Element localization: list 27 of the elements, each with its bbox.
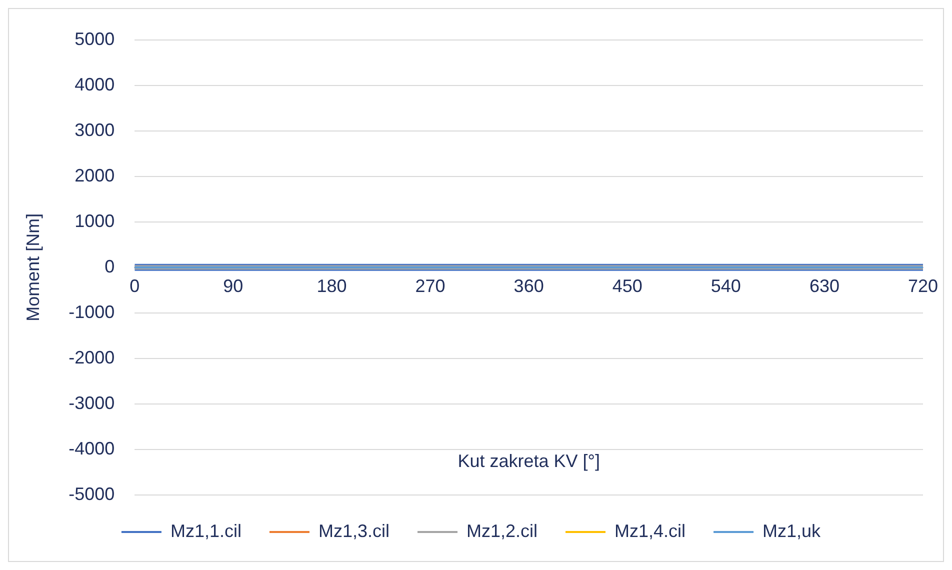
legend-label: Mz1,2.cil xyxy=(466,520,538,541)
y-tick-label: -1000 xyxy=(68,302,115,322)
y-axis-title: Moment [Nm] xyxy=(22,213,43,322)
y-tick-label: 1000 xyxy=(74,210,115,231)
y-tick-label: 5000 xyxy=(74,28,115,49)
x-tick-label: 0 xyxy=(130,276,140,296)
legend-label: Mz1,4.cil xyxy=(614,520,686,541)
x-tick-label: 450 xyxy=(612,276,642,296)
y-tick-label: -5000 xyxy=(68,484,115,504)
x-tick-label: 630 xyxy=(809,276,840,296)
legend-label: Mz1,1.cil xyxy=(170,520,242,541)
x-tick-label: 720 xyxy=(908,276,938,296)
y-tick-label: 3000 xyxy=(74,120,115,140)
y-tick-label: 4000 xyxy=(74,74,115,94)
legend-label: Mz1,3.cil xyxy=(318,520,390,541)
x-tick-label: 360 xyxy=(514,276,544,296)
legend-label: Mz1,uk xyxy=(762,520,822,541)
y-tick-label: -2000 xyxy=(68,347,115,368)
x-axis-title: Kut zakreta KV [°] xyxy=(458,450,600,471)
y-tick-label: -3000 xyxy=(68,392,115,413)
x-tick-label: 180 xyxy=(316,276,347,296)
x-tick-label: 90 xyxy=(223,276,244,296)
y-tick-label: 2000 xyxy=(74,165,115,186)
x-tick-label: 540 xyxy=(710,276,741,296)
y-tick-label: 0 xyxy=(104,256,115,276)
x-tick-label: 270 xyxy=(415,276,446,296)
y-tick-label: -4000 xyxy=(68,438,115,458)
